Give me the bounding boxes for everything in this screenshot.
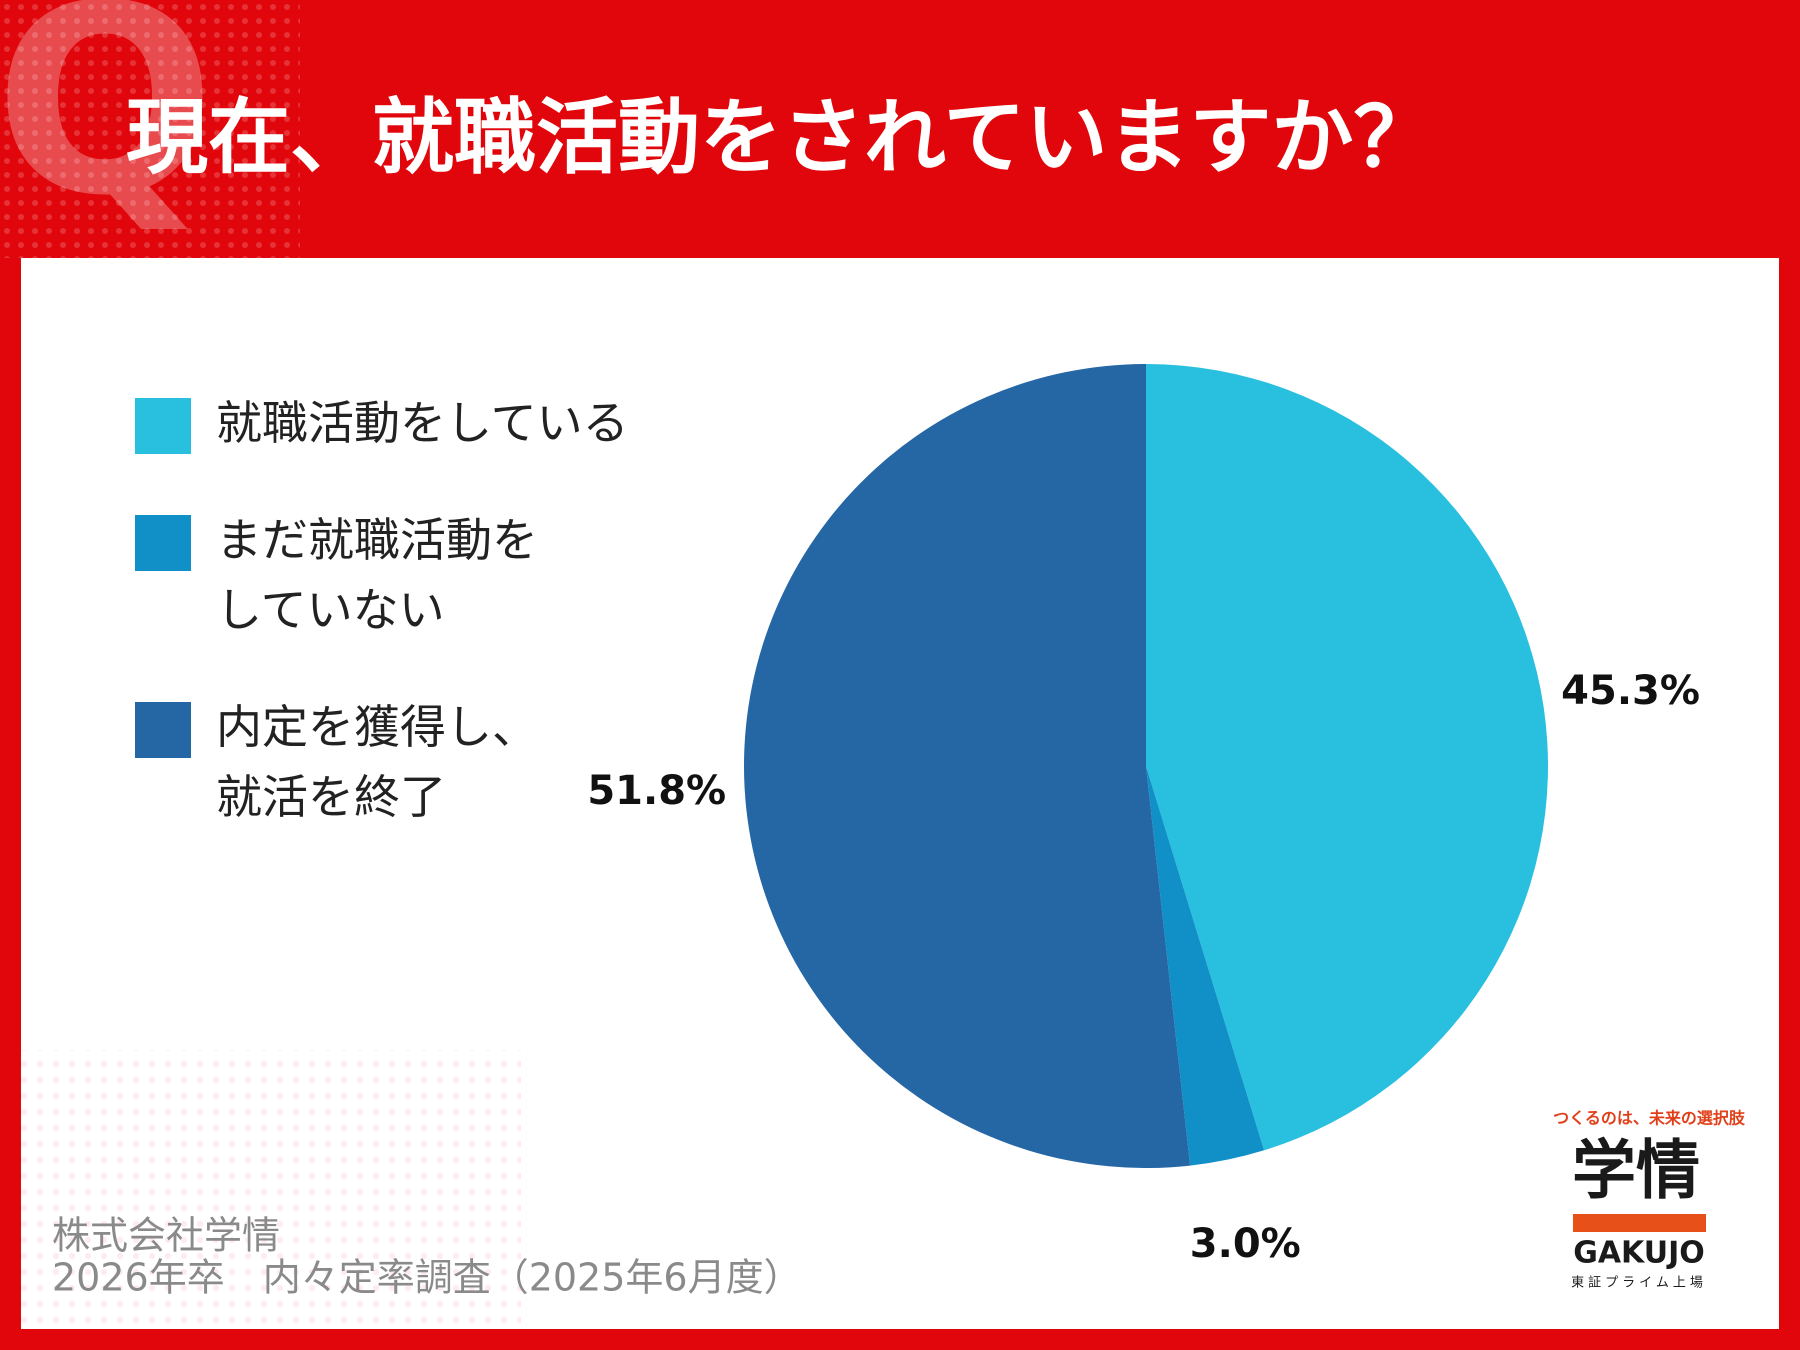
data-label: 51.8% bbox=[587, 768, 726, 814]
legend-label: まだ就職活動をしていない bbox=[216, 513, 538, 637]
logo-listing: 東証プライム上場 bbox=[1571, 1275, 1707, 1291]
legend-swatch bbox=[135, 702, 191, 758]
footer-survey: 2026年卒 内々定率調査（2025年6月度） bbox=[52, 1256, 802, 1300]
header-pattern bbox=[0, 0, 300, 258]
logo-romaji: GAKUJO bbox=[1573, 1236, 1705, 1271]
data-label: 3.0% bbox=[1190, 1221, 1301, 1267]
chart-title: 現在、就職活動をされていますか？ bbox=[126, 90, 1436, 185]
footer-company: 株式会社学情 bbox=[52, 1214, 280, 1258]
legend-swatch bbox=[135, 398, 191, 454]
logo-bar bbox=[1573, 1214, 1706, 1232]
legend-swatch bbox=[135, 515, 191, 571]
logo-box bbox=[1540, 1100, 1758, 1305]
panel-pattern bbox=[21, 1050, 521, 1329]
data-label: 45.3% bbox=[1561, 668, 1700, 714]
pie-slice bbox=[1146, 766, 1265, 1166]
pie-slice bbox=[1146, 364, 1548, 1151]
logo-name: 学情 bbox=[1572, 1135, 1700, 1209]
q-mark: Q bbox=[0, 0, 216, 253]
pie-slice bbox=[743, 364, 1191, 1168]
legend-label: 内定を獲得し、就活を終了 bbox=[216, 700, 538, 824]
logo-tagline: つくるのは、未来の選択肢 bbox=[1553, 1109, 1746, 1128]
legend-label: 就職活動をしている bbox=[216, 396, 629, 450]
